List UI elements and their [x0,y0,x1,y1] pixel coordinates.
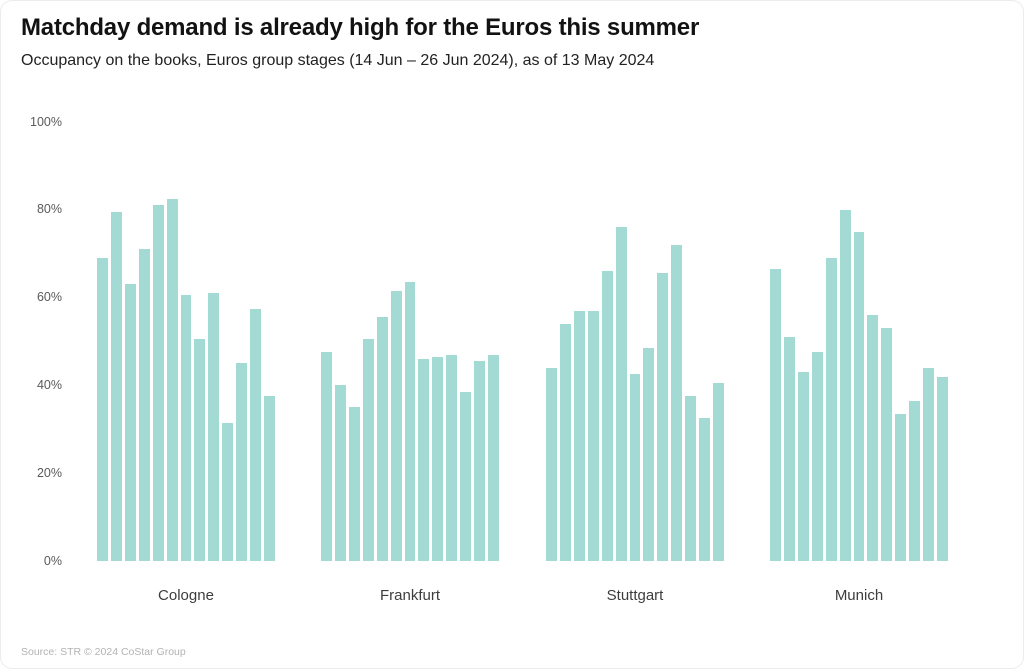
chart-title: Matchday demand is already high for the … [21,14,700,41]
occupancy-bar [643,348,655,561]
bar-group-cologne [97,122,275,561]
occupancy-bar [180,295,192,561]
y-axis-tick-label: 0% [43,553,62,568]
occupancy-bar [713,383,724,561]
occupancy-bar [194,339,206,561]
occupancy-bar [839,209,851,561]
occupancy-bar [923,367,935,561]
occupancy-bar [362,339,374,561]
occupancy-bar [685,396,697,561]
occupancy-bar [264,396,275,561]
occupancy-bar [881,328,893,561]
occupancy-bar [587,310,599,561]
occupancy-bar [250,308,262,561]
occupancy-bar [474,361,486,561]
occupancy-bar [853,231,865,561]
occupancy-bar [418,359,430,561]
occupancy-bar [797,372,809,561]
occupancy-bar [629,374,641,561]
occupancy-bar [208,293,220,561]
source-note: Source: STR © 2024 CoStar Group [21,646,186,658]
occupancy-bar [601,271,613,561]
occupancy-bar [390,291,402,561]
y-axis-tick-label: 20% [36,465,62,480]
occupancy-bar [488,354,499,561]
y-axis-tick-label: 100% [30,114,62,129]
occupancy-bar [573,310,585,561]
bar-group-frankfurt [321,122,499,561]
category-label-frankfurt: Frankfurt [379,587,440,604]
category-label-stuttgart: Stuttgart [606,587,664,604]
occupancy-bar [334,385,346,561]
occupancy-bar [460,392,472,561]
occupancy-bar [657,273,669,561]
occupancy-bar [236,363,248,561]
occupancy-bar [783,337,795,561]
occupancy-bar [97,258,108,561]
occupancy-bar [811,352,823,561]
occupancy-bar [825,258,837,561]
occupancy-bar [770,269,781,561]
bar-group-munich [770,122,948,561]
occupancy-bar [432,356,444,561]
occupancy-bar [559,323,571,561]
category-label-cologne: Cologne [158,587,214,604]
occupancy-bar [222,422,234,561]
y-axis-tick-label: 80% [36,202,62,217]
occupancy-bar [348,407,360,561]
occupancy-bar [110,212,122,561]
occupancy-bar [615,227,627,561]
occupancy-bar [909,400,921,561]
occupancy-bar [895,413,907,561]
occupancy-bar [671,244,683,561]
occupancy-bar [404,282,416,561]
occupancy-bar [138,249,150,561]
occupancy-bar [546,367,557,561]
occupancy-bar [166,198,178,561]
category-label-munich: Munich [834,587,884,604]
chart-subtitle: Occupancy on the books, Euros group stag… [21,52,655,69]
occupancy-bar [446,354,458,561]
occupancy-bar [376,317,388,561]
occupancy-bar [152,205,164,561]
occupancy-bar [867,315,879,561]
y-axis-tick-label: 40% [36,377,62,392]
occupancy-bar [321,352,332,561]
occupancy-bar [699,418,711,561]
occupancy-bar [124,284,136,561]
bar-group-stuttgart [546,122,724,561]
occupancy-bar [937,376,948,561]
y-axis-tick-label: 60% [36,290,62,305]
